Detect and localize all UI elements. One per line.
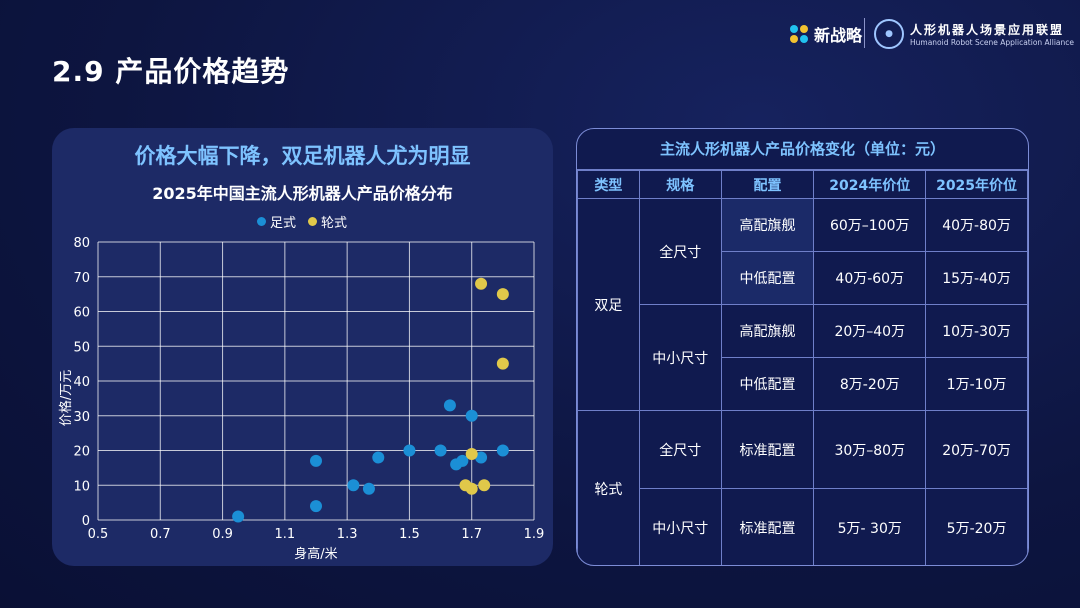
- y-tick-label: 0: [82, 514, 90, 529]
- header-config: 配置: [720, 170, 815, 199]
- spec-cell: 全尺寸: [638, 410, 722, 489]
- spec-cell: 全尺寸: [638, 198, 722, 305]
- legend-label-wheeled: 轮式: [321, 216, 348, 231]
- x-tick-label: 1.1: [275, 527, 296, 542]
- x-tick-label: 0.5: [88, 527, 109, 542]
- price-2024-cell: 5万- 30万: [813, 488, 927, 565]
- data-point-legged: [310, 454, 322, 467]
- chart-legend: 足式 轮式: [257, 212, 347, 231]
- y-tick-label: 10: [73, 479, 90, 494]
- x-tick-label: 1.7: [461, 527, 482, 542]
- data-point-wheeled: [465, 447, 478, 460]
- x-tick-label: 1.3: [337, 527, 358, 542]
- y-tick-label: 70: [73, 271, 90, 286]
- data-point-legged: [475, 451, 488, 464]
- table-row: 双足 全尺寸 高配旗舰 60万–100万 40万-80万: [577, 198, 1028, 411]
- type-cell: 双足: [577, 198, 640, 411]
- header-2024: 2024年价位: [813, 170, 927, 199]
- x-axis-label: 身高/米: [294, 546, 337, 562]
- legend-item-wheeled: 轮式: [308, 212, 347, 231]
- table-row: 中低配置 40万-60万 15万-40万: [578, 251, 1028, 305]
- price-2024-cell: 8万-20万: [813, 357, 927, 411]
- data-point-legged: [456, 454, 469, 467]
- spec-cell: 中小尺寸: [638, 488, 722, 565]
- table-row: 中小尺寸 标准配置 5万- 30万 5万-20万: [578, 488, 1028, 565]
- x-tick-label: 1.5: [399, 527, 420, 542]
- brand-b-name-cn: 人形机器人场景应用联盟: [910, 23, 1065, 37]
- brand-a-name: 新战略: [814, 26, 863, 45]
- y-tick-label: 50: [73, 340, 90, 355]
- data-point-legged: [347, 479, 360, 492]
- x-tick-label: 0.7: [150, 527, 171, 542]
- data-point-legged: [496, 444, 509, 457]
- table-header-row: 类型 规格 配置 2024年价位 2025年价位: [577, 170, 1028, 199]
- legend-item-legged: 足式: [257, 212, 296, 231]
- legend-label-legged: 足式: [270, 216, 297, 231]
- table-row: 轮式 全尺寸 标准配置 30万–80万 20万-70万: [577, 410, 1028, 565]
- y-tick-label: 80: [73, 236, 90, 251]
- price-2024-cell: 20万–40万: [813, 304, 927, 358]
- data-point-wheeled: [478, 479, 491, 492]
- price-2025-cell: 15万-40万: [925, 251, 1028, 305]
- config-cell: 高配旗舰: [720, 304, 815, 358]
- price-2024-cell: 30万–80万: [813, 410, 927, 489]
- chart-title: 2025年中国主流人形机器人产品价格分布: [152, 184, 453, 203]
- price-2025-cell: 1万-10万: [925, 357, 1028, 411]
- brand-a-mark-icon: [790, 25, 808, 43]
- data-point-legged: [372, 451, 385, 464]
- alliance-seal-icon: ●: [874, 19, 904, 49]
- price-table-panel: 主流人形机器人产品价格变化（单位：元） 类型 规格 配置 2024年价位 202…: [576, 128, 1029, 566]
- y-tick-label: 30: [73, 410, 90, 425]
- chart-panel: 价格大幅下降，双足机器人尤为明显 2025年中国主流人形机器人产品价格分布 足式…: [52, 128, 553, 566]
- spec-cell: 中小尺寸: [638, 304, 722, 411]
- y-tick-label: 60: [73, 306, 90, 321]
- legend-dot-legged: [257, 217, 266, 226]
- x-tick-label: 1.9: [524, 527, 545, 542]
- data-point-legged: [403, 444, 416, 457]
- data-point-legged: [443, 399, 456, 412]
- config-cell: 高配旗舰: [720, 198, 815, 252]
- data-point-legged: [434, 444, 447, 457]
- data-point-legged: [465, 409, 478, 422]
- y-axis-label: 价格/万元: [58, 370, 74, 426]
- config-cell: 中低配置: [720, 357, 815, 411]
- x-tick-label: 0.9: [212, 527, 233, 542]
- data-point-wheeled: [496, 288, 509, 301]
- brand-b-logo: ● 人形机器人场景应用联盟 Humanoid Robot Scene Appli…: [874, 14, 1074, 54]
- price-table: 类型 规格 配置 2024年价位 2025年价位 双足 全尺寸 高配旗舰 60万…: [577, 170, 1028, 565]
- config-cell: 标准配置: [720, 488, 815, 565]
- data-point-legged: [362, 482, 375, 495]
- price-2024-cell: 40万-60万: [813, 251, 927, 305]
- config-cell: 标准配置: [720, 410, 815, 489]
- brand-a-logo: 新战略: [790, 14, 862, 54]
- header-spec: 规格: [638, 170, 722, 199]
- brand-b-name-en: Humanoid Robot Scene Application Allianc…: [910, 38, 1075, 47]
- price-2025-cell: 10万-30万: [925, 304, 1028, 358]
- legend-dot-wheeled: [308, 217, 318, 226]
- y-tick-label: 20: [73, 445, 90, 460]
- scatter-plot: 0.5 0.7 0.9 1.1 1.3 1.5 1.7 1.9 0 10 20 30 40 50 60 70 8…: [58, 236, 545, 562]
- price-2025-cell: 40万-80万: [925, 198, 1028, 252]
- header-type: 类型: [577, 170, 640, 199]
- data-point-legged: [310, 500, 322, 513]
- y-tick-label: 40: [73, 375, 90, 390]
- type-cell: 轮式: [577, 410, 640, 565]
- table-row: 中小尺寸 高配旗舰 20万–40万 10万-30万: [578, 304, 1028, 411]
- config-cell: 中低配置: [720, 251, 815, 305]
- data-point-wheeled: [475, 277, 488, 290]
- header-2025: 2025年价位: [925, 170, 1028, 199]
- data-point-wheeled: [496, 357, 509, 370]
- price-table-title: 主流人形机器人产品价格变化（单位：元）: [577, 129, 1028, 170]
- page-title: 2.9 产品价格趋势: [52, 55, 290, 88]
- data-point-legged: [232, 510, 245, 523]
- price-2024-cell: 60万–100万: [813, 198, 927, 252]
- price-2025-cell: 20万-70万: [925, 410, 1028, 489]
- chart-headline: 价格大幅下降，双足机器人尤为明显: [134, 144, 471, 168]
- price-2025-cell: 5万-20万: [925, 488, 1028, 565]
- logo-divider: [864, 18, 865, 48]
- data-point-wheeled: [465, 482, 478, 495]
